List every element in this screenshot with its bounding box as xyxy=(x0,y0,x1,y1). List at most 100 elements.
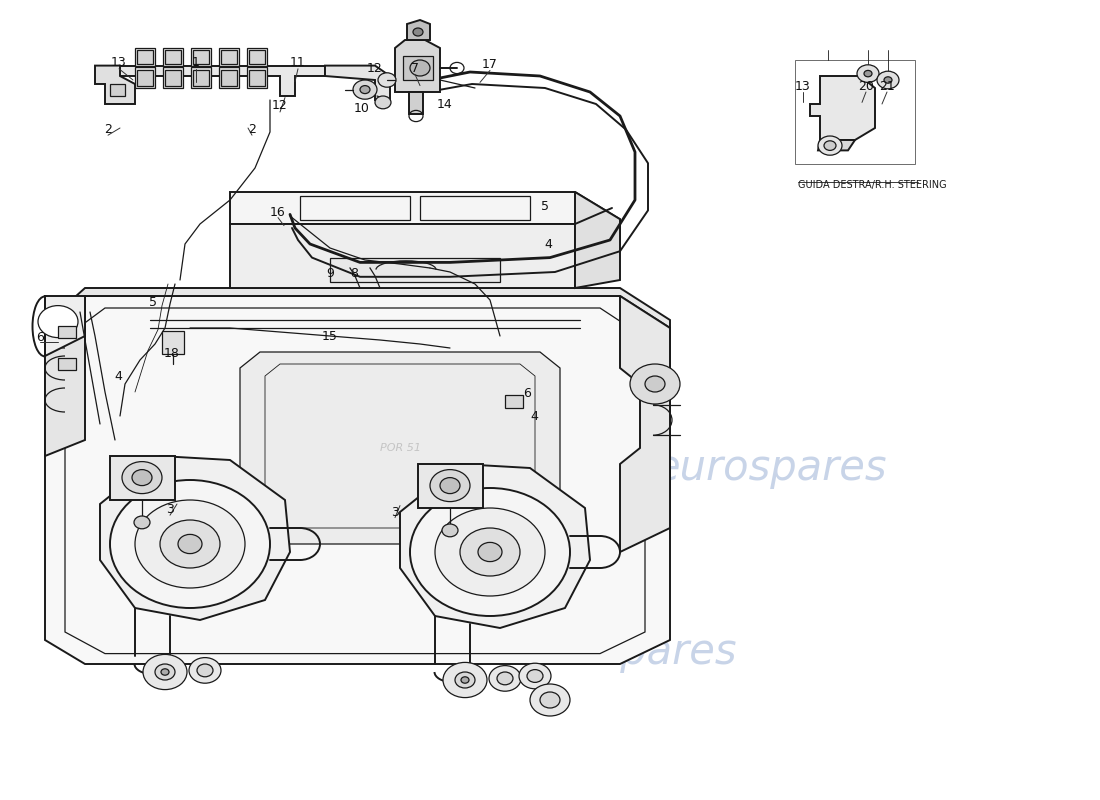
Text: 4: 4 xyxy=(530,410,538,422)
Bar xyxy=(165,50,182,64)
Circle shape xyxy=(39,306,78,338)
Polygon shape xyxy=(110,66,324,96)
Bar xyxy=(191,48,211,66)
Bar xyxy=(135,67,155,88)
Polygon shape xyxy=(818,140,855,150)
Circle shape xyxy=(630,364,680,404)
Circle shape xyxy=(864,70,872,77)
Text: 5: 5 xyxy=(541,200,549,213)
Bar xyxy=(165,70,182,86)
Circle shape xyxy=(132,470,152,486)
Circle shape xyxy=(375,96,390,109)
Polygon shape xyxy=(45,296,85,456)
Bar xyxy=(221,70,236,86)
Circle shape xyxy=(430,470,470,502)
Circle shape xyxy=(410,60,430,76)
Text: 8: 8 xyxy=(350,267,358,280)
Circle shape xyxy=(824,141,836,150)
Circle shape xyxy=(122,462,162,494)
Bar xyxy=(248,67,267,88)
Circle shape xyxy=(378,73,396,87)
Circle shape xyxy=(360,86,370,94)
Text: eurospares: eurospares xyxy=(84,383,317,425)
Polygon shape xyxy=(575,192,620,288)
Text: 11: 11 xyxy=(290,56,306,69)
Circle shape xyxy=(540,692,560,708)
Polygon shape xyxy=(407,20,430,40)
Text: 6: 6 xyxy=(524,387,531,400)
Circle shape xyxy=(135,500,245,588)
Bar xyxy=(249,70,265,86)
Bar xyxy=(505,395,522,408)
Bar xyxy=(248,48,267,66)
Text: 5: 5 xyxy=(148,296,157,309)
Text: 16: 16 xyxy=(271,206,286,218)
Polygon shape xyxy=(330,258,500,282)
Polygon shape xyxy=(45,296,85,356)
Text: 12: 12 xyxy=(367,62,383,74)
Bar xyxy=(219,67,239,88)
Polygon shape xyxy=(45,288,670,328)
Text: 2: 2 xyxy=(104,123,112,136)
Bar xyxy=(221,50,236,64)
Bar xyxy=(192,50,209,64)
Circle shape xyxy=(197,664,213,677)
Circle shape xyxy=(519,663,551,689)
Text: 6: 6 xyxy=(36,331,44,344)
Circle shape xyxy=(412,28,424,36)
Text: 1: 1 xyxy=(192,56,200,69)
Circle shape xyxy=(440,478,460,494)
Text: 21: 21 xyxy=(879,80,895,93)
Text: eurospares: eurospares xyxy=(504,631,736,673)
Circle shape xyxy=(884,77,892,83)
Bar xyxy=(58,326,76,338)
Text: 9: 9 xyxy=(326,267,334,280)
Polygon shape xyxy=(95,66,135,104)
Bar xyxy=(138,50,153,64)
Circle shape xyxy=(434,508,544,596)
Bar xyxy=(191,67,211,88)
Polygon shape xyxy=(810,76,875,140)
Circle shape xyxy=(490,666,521,691)
Circle shape xyxy=(442,524,458,537)
Circle shape xyxy=(110,480,270,608)
Circle shape xyxy=(478,542,502,562)
Bar xyxy=(403,56,433,80)
Polygon shape xyxy=(230,192,620,244)
Circle shape xyxy=(189,658,221,683)
Text: 13: 13 xyxy=(795,80,811,93)
Circle shape xyxy=(134,516,150,529)
Circle shape xyxy=(461,677,469,683)
Text: 4: 4 xyxy=(114,370,122,382)
Text: eurospares: eurospares xyxy=(653,447,887,489)
Text: 7: 7 xyxy=(411,62,419,74)
Circle shape xyxy=(497,672,513,685)
Text: 12: 12 xyxy=(272,99,288,112)
Polygon shape xyxy=(418,464,483,508)
Bar xyxy=(420,196,530,220)
Circle shape xyxy=(443,662,487,698)
Text: 13: 13 xyxy=(111,56,126,69)
Circle shape xyxy=(143,654,187,690)
Bar xyxy=(163,67,183,88)
Bar xyxy=(409,92,424,114)
Bar xyxy=(135,48,155,66)
Bar xyxy=(138,70,153,86)
Polygon shape xyxy=(100,456,290,620)
Circle shape xyxy=(857,65,879,82)
Bar xyxy=(300,196,410,220)
Text: eurospares: eurospares xyxy=(414,383,647,425)
Circle shape xyxy=(877,71,899,89)
Polygon shape xyxy=(400,464,590,628)
Bar xyxy=(110,84,125,96)
Bar xyxy=(192,70,209,86)
Text: 14: 14 xyxy=(437,98,453,110)
Text: 17: 17 xyxy=(482,58,498,70)
Circle shape xyxy=(160,520,220,568)
Circle shape xyxy=(818,136,842,155)
Polygon shape xyxy=(240,352,560,544)
Circle shape xyxy=(455,672,475,688)
Polygon shape xyxy=(620,296,670,552)
Circle shape xyxy=(530,684,570,716)
Polygon shape xyxy=(110,456,175,500)
